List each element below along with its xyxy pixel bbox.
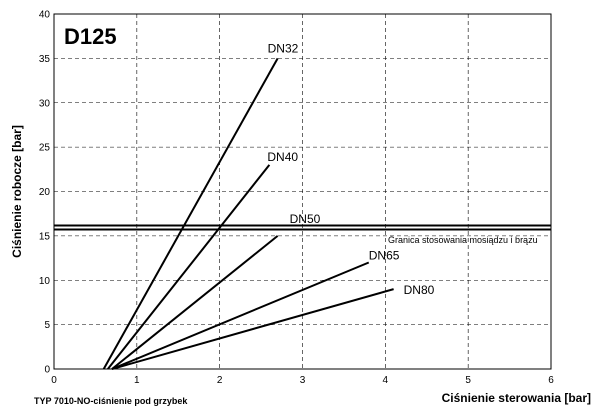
x-axis-label: Ciśnienie sterowania [bar] xyxy=(442,391,591,405)
y-tick-label: 35 xyxy=(39,54,51,65)
x-tick-label: 0 xyxy=(51,375,57,386)
footer-caption: TYP 7010-NO-ciśnienie pod grzybek xyxy=(34,396,188,406)
x-tick-label: 6 xyxy=(548,375,554,386)
y-tick-label: 5 xyxy=(44,320,50,331)
y-tick-label: 30 xyxy=(39,98,51,109)
series-label-dn32: DN32 xyxy=(268,41,299,55)
y-tick-label: 40 xyxy=(39,10,51,21)
x-tick-label: 4 xyxy=(383,375,389,386)
grid xyxy=(54,14,551,369)
y-axis-label: Ciśnienie robocze [bar] xyxy=(10,125,24,258)
series-line-dn80 xyxy=(111,288,394,370)
limit-line-label: Granica stosowania mosiądzu i brązu xyxy=(388,235,538,245)
series-lines xyxy=(102,57,394,370)
series-labels: DN32 DN40 DN50 DN65 DN80 xyxy=(267,41,434,297)
y-tick-label: 20 xyxy=(39,187,51,198)
x-tick-label: 1 xyxy=(134,375,140,386)
x-tick-label: 2 xyxy=(217,375,223,386)
plot-frame xyxy=(53,13,552,370)
chart-title: D125 xyxy=(64,24,117,49)
limit-line-group xyxy=(54,224,551,231)
series-label-dn40: DN40 xyxy=(267,150,298,164)
y-tick-label: 15 xyxy=(39,231,51,242)
x-tick-label: 3 xyxy=(300,375,306,386)
y-tick-label: 10 xyxy=(39,276,51,287)
series-label-dn50: DN50 xyxy=(290,212,321,226)
series-line-dn40 xyxy=(107,164,271,370)
y-tick-label: 25 xyxy=(39,143,51,154)
tick-labels: 0 1 2 3 4 5 6 0 5 10 15 20 25 30 35 40 xyxy=(39,10,554,387)
series-label-dn65: DN65 xyxy=(369,249,400,263)
series-line-dn65 xyxy=(111,261,370,370)
series-label-dn80: DN80 xyxy=(404,283,435,297)
chart-badge-box xyxy=(55,15,129,55)
y-tick-label: 0 xyxy=(44,365,50,376)
x-tick-label: 5 xyxy=(465,375,471,386)
series-line-dn32 xyxy=(102,57,279,370)
series-line-dn50 xyxy=(111,235,279,370)
